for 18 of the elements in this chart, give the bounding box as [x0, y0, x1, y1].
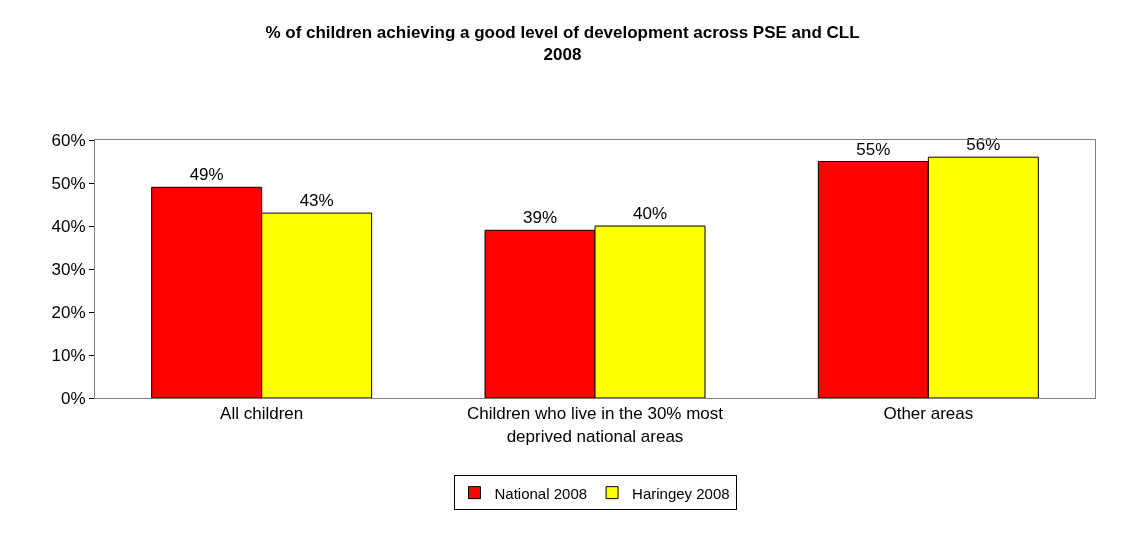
y-tick-label: 20% [51, 302, 86, 322]
data-label: 40% [632, 204, 668, 223]
legend-label: National 2008 [494, 484, 588, 502]
y-tick-label: 40% [51, 216, 86, 236]
y-tick-label: 60% [51, 130, 86, 150]
x-tick-label: Children who live in the 30% most deprived national areas [466, 404, 724, 446]
y-tick-label: 30% [51, 259, 86, 279]
data-label: 43% [299, 191, 334, 211]
y-tick-label: 10% [51, 345, 86, 365]
data-label: 39% [522, 208, 558, 228]
x-tick-label: All children [220, 404, 304, 424]
legend-label: Haringey 2008 [632, 484, 730, 502]
chart-title: % of children achieving a good level of development across PSE and CLL 2008 [265, 22, 860, 64]
data-label: 55% [856, 139, 891, 159]
y-tick-label: 0% [61, 388, 86, 408]
x-tick-label: Other areas [883, 404, 974, 424]
y-tick-label: 50% [51, 173, 86, 193]
data-label: 49% [189, 165, 224, 185]
